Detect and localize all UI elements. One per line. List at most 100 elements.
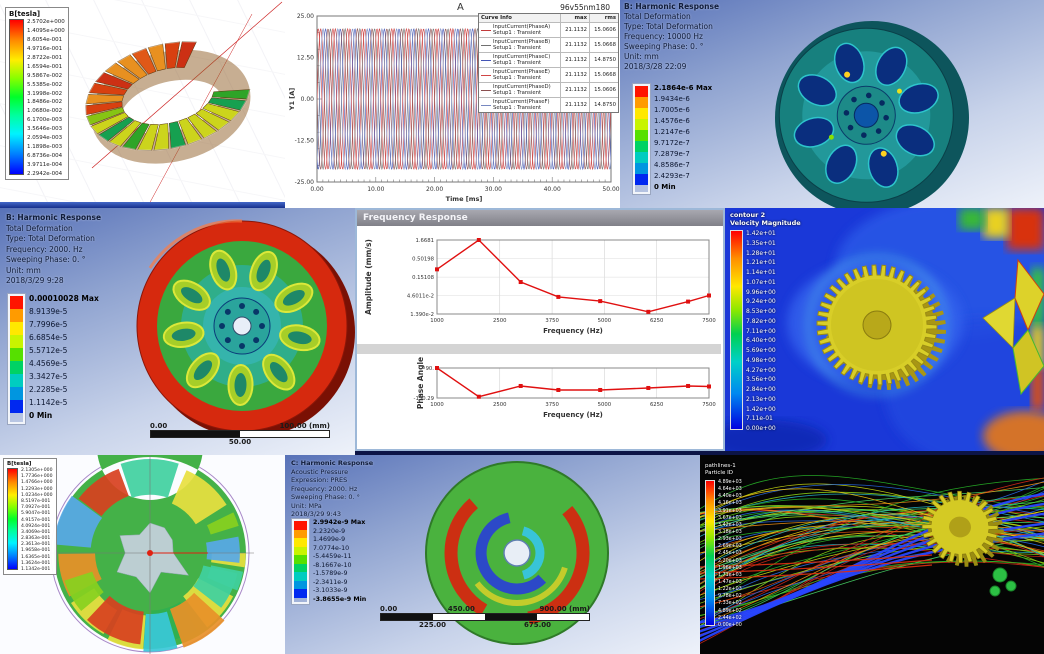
coil-segment (108, 120, 142, 147)
legend-value: 8.9139e-5 (29, 307, 68, 316)
curve-name: InputCurrent(PhaseB) Setup1 : Transient (493, 39, 550, 51)
coil-segment (207, 97, 247, 111)
legend-value: 1.7736e+000 (21, 474, 53, 480)
curve-cell: InputCurrent(PhaseA) Setup1 : Transient (479, 23, 560, 37)
curve-setup: Setup1 : Transient (493, 90, 542, 96)
legend-values: 1.42e+01 1.35e+01 1.28e+01 1.21e+01 1.14e+01… (746, 230, 776, 432)
legend-value: -3.1033e-9 (313, 587, 348, 594)
svg-text:10.00: 10.00 (367, 186, 384, 193)
streamline-blue (700, 492, 1044, 624)
curve-label: InputCurrent(PhaseF) (493, 99, 550, 105)
curve-swatch (481, 44, 491, 46)
svg-text:-25.00: -25.00 (295, 179, 315, 186)
colorbar-band (294, 580, 307, 589)
legend-value: 2.93e+03 (718, 537, 742, 543)
response-curve (436, 367, 710, 398)
field-patch (171, 470, 227, 525)
svg-text:2500: 2500 (493, 318, 507, 324)
legend-value: -1.5789e-9 (313, 570, 348, 577)
colorbar (292, 519, 309, 604)
result-header: B: Harmonic Response Total Deformation Typ… (624, 2, 719, 72)
field-patch (205, 536, 240, 563)
svg-text:Time [ms]: Time [ms] (446, 195, 483, 203)
pressure-legend: 2.9942e-9 Max 2.2320e-9 1.4699e-9 7.0774e-1… (292, 519, 366, 604)
data-point (476, 238, 481, 242)
bolt-hole (861, 132, 867, 138)
legend-value: 1.71e+03 (718, 572, 742, 578)
scale-ruler: 0.00 100.00 (mm) 50.00 (150, 422, 330, 446)
legend-value: 9.5867e-002 (27, 72, 63, 79)
data-point (686, 299, 691, 304)
header-line: Total Deformation (624, 12, 691, 21)
legend-value: 6.1700e-003 (27, 117, 63, 124)
coil-segment (202, 103, 240, 122)
colorbar-band (635, 86, 648, 97)
header-line: B: Harmonic Response (624, 2, 720, 11)
acoustic-disc (425, 461, 609, 645)
curve-name: InputCurrent(PhaseD) Setup1 : Transient (493, 84, 551, 96)
coil-segment (86, 107, 125, 126)
series-InputCurrent(PhaseE) (317, 27, 611, 171)
legend-value: 2.13e+00 (746, 395, 776, 403)
max-value: 21.1132 (560, 98, 589, 112)
col-header: Curve Info (481, 15, 512, 21)
legend-value: 6.8736e-004 (27, 153, 63, 160)
deformation-legend: 2.1864e-6 Max 1.9434e-6 1.7005e-6 1.4576e-6… (633, 84, 712, 194)
legend-value: 1.0680e-002 (27, 108, 63, 115)
streamline (700, 487, 1044, 545)
torus-coil-model (0, 0, 285, 208)
legend-value: 2.2320e-9 (313, 527, 346, 535)
sphere (992, 567, 1008, 583)
acoustic-disc-model (425, 461, 609, 645)
svg-text:30.00: 30.00 (485, 186, 502, 193)
legend-value: 1.14e+01 (746, 269, 776, 276)
colorbar (730, 230, 743, 430)
legend-value: 2.8363e-001 (21, 536, 51, 542)
coil-segment (85, 94, 124, 105)
legend-value: 2.9942e-9 Max (313, 519, 366, 526)
header-line: Frequency: 10000 Hz (624, 32, 703, 41)
curve-setup: Setup1 : Transient (493, 45, 542, 51)
svg-text:25.00: 25.00 (297, 13, 314, 20)
colorbar-band (294, 521, 307, 530)
sphere (989, 585, 1001, 597)
header-line: Expression: PRES (291, 476, 348, 484)
pathlines-legend: pathlines-1 Particle ID 4.89e+03 4.64e+03… (705, 463, 742, 628)
window-titlebar: Frequency Response (357, 210, 723, 226)
svg-text:3750: 3750 (545, 318, 559, 324)
max-value: 21.1132 (560, 23, 589, 37)
streamline (700, 494, 1044, 572)
header-line: Total Deformation (6, 223, 73, 233)
bolt-hole (875, 128, 882, 134)
legend-value: 7.7996e-5 (29, 320, 68, 329)
svg-text:6250: 6250 (650, 402, 664, 408)
legend-value: 1.2293e+000 (21, 486, 53, 492)
svg-text:5000: 5000 (598, 318, 612, 324)
curve-name: InputCurrent(PhaseC) Setup1 : Transient (493, 54, 550, 66)
legend-value: -5.4459e-11 (313, 553, 352, 560)
curve-cell: InputCurrent(PhaseD) Setup1 : Transient (479, 83, 560, 97)
deformed-wheel-model (136, 219, 355, 438)
field-patch (87, 595, 145, 645)
response-curve (436, 239, 710, 313)
table-row: InputCurrent(PhaseC) Setup1 : Transient 21… (479, 52, 618, 67)
legend-value: 3.4069e-001 (21, 529, 51, 535)
model-label: 96v55nm180 (560, 3, 610, 12)
panel-particle-pathlines: pathlines-1 Particle ID 4.89e+03 4.64e+03… (700, 455, 1044, 654)
curve-swatch (481, 29, 491, 31)
coil-segment (211, 89, 251, 100)
result-header: C: Harmonic Response Acoustic Pressure Exp… (291, 459, 373, 519)
frequency-response-window: Frequency Response 1.6681 0.50198 0.15108 4… (355, 208, 725, 451)
window-edge-strip (0, 202, 285, 208)
rms-value: 15.0606 (589, 83, 618, 97)
legend-value: 1.4766e+000 (21, 480, 53, 486)
header-line: Frequency: 2000. Hz (6, 244, 83, 254)
colorbar (9, 19, 24, 175)
legend-value: 5.9047e-001 (21, 511, 51, 517)
spoke-hole (875, 46, 908, 86)
svg-text:12.50: 12.50 (297, 55, 314, 62)
bolt-hole (847, 124, 854, 131)
data-point (598, 299, 603, 304)
field-patch (143, 611, 178, 652)
colorbar-band (294, 589, 307, 598)
